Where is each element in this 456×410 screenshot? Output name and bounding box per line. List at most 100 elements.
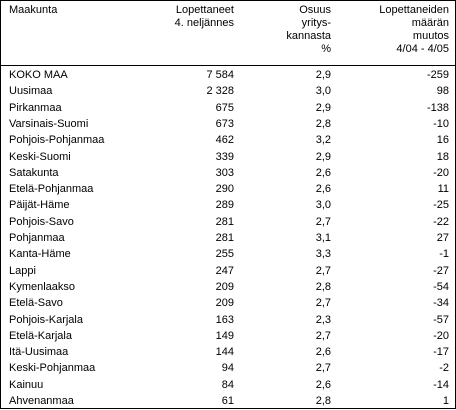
table-row: Kanta-Häme 255 3,3 -1 <box>1 246 455 263</box>
table-cell: -57 <box>433 313 449 326</box>
table-cell: 2,7 <box>315 297 331 310</box>
header-line: Lopettaneiden <box>379 4 449 16</box>
table-cell: 209 <box>215 297 234 310</box>
table-cell: 2,7 <box>315 329 331 342</box>
table-row: Etelä-Pohjanmaa 290 2,6 11 <box>1 181 455 198</box>
table-cell: KOKO MAA <box>9 69 68 81</box>
table-cell: 675 <box>215 101 234 114</box>
header-line: Osuus <box>299 4 331 16</box>
table-cell: Varsinais-Suomi <box>9 117 89 130</box>
header-line: määrän <box>411 17 449 29</box>
table-cell: -1 <box>439 248 449 261</box>
table-cell: -27 <box>433 264 449 277</box>
table-cell: -10 <box>433 117 449 130</box>
table-cell: 2,8 <box>315 117 331 130</box>
table-row: Keski-Pohjanmaa 94 2,7 -2 <box>1 360 455 377</box>
table-cell: 98 <box>436 85 449 98</box>
table-cell: 163 <box>215 313 234 326</box>
table-cell: -34 <box>433 297 449 310</box>
table-cell: Ahvenanmaa <box>9 395 74 407</box>
table-cell: 18 <box>436 150 449 163</box>
table-cell: Kymenlaakso <box>9 280 76 293</box>
table-row: KOKO MAA 7 584 2,9 -259 <box>1 67 455 84</box>
table-cell: 61 <box>221 395 234 407</box>
table-cell: Uusimaa <box>9 85 53 98</box>
table-cell: Etelä-Savo <box>9 297 63 310</box>
table-cell: Etelä-Pohjanmaa <box>9 183 94 196</box>
table-cell: 2,6 <box>315 183 331 196</box>
table-cell: Pohjois-Karjala <box>9 313 83 326</box>
table-cell: -20 <box>433 166 449 179</box>
header-cell: Osuus yritys-kannasta% <box>286 4 331 56</box>
header-line: % <box>321 43 331 55</box>
table-cell: 3,3 <box>315 248 331 261</box>
table-cell: 2,7 <box>315 362 331 375</box>
header-cell: Lopettaneet 4. neljännes <box>175 4 234 30</box>
table-cell: 3,2 <box>315 134 331 147</box>
header-cell: Lopettaneiden määrän muutos 4/04 - 4/05 <box>379 4 449 56</box>
table-cell: 673 <box>215 117 234 130</box>
table-cell: Päijät-Häme <box>9 199 70 212</box>
table-cell: 3,1 <box>315 232 331 244</box>
table-row: Pohjois-Savo 281 2,7 -22 <box>1 214 455 231</box>
table-row: Keski-Suomi 339 2,9 18 <box>1 149 455 166</box>
header-line: muutos <box>412 30 449 42</box>
table-row: Lappi 247 2,7 -27 <box>1 263 455 280</box>
table-cell: 27 <box>436 232 449 244</box>
table-cell: -138 <box>426 101 449 114</box>
table-cell: -14 <box>433 378 449 391</box>
table-row: Etelä-Savo 209 2,7 -34 <box>1 295 455 312</box>
table-row: Etelä-Karjala 149 2,7 -20 <box>1 328 455 345</box>
header-line: kannasta <box>286 30 331 42</box>
table-cell: 2,9 <box>315 69 331 81</box>
table-row: Itä-Uusimaa 144 2,6 -17 <box>1 344 455 361</box>
table-cell: 2,3 <box>315 313 331 326</box>
table-cell: -2 <box>439 362 449 375</box>
table-cell: 247 <box>215 264 234 277</box>
table-cell: 2,8 <box>315 280 331 293</box>
table-cell: 149 <box>215 329 234 342</box>
table-cell: Pohjois-Pohjanmaa <box>9 134 105 147</box>
table-cell: 255 <box>215 248 234 261</box>
table-cell: 16 <box>436 134 449 147</box>
table-row: Ahvenanmaa 61 2,8 1 <box>1 393 455 410</box>
table-cell: 144 <box>215 346 234 359</box>
table-row: Päijät-Häme 289 3,0 -25 <box>1 197 455 214</box>
table-row: Uusimaa 2 328 3,0 98 <box>1 83 455 100</box>
table-cell: 2,6 <box>315 166 331 179</box>
table-cell: Keski-Pohjanmaa <box>9 362 96 375</box>
table-cell: 2,7 <box>315 264 331 277</box>
table-cell: 2,6 <box>315 378 331 391</box>
table-cell: Satakunta <box>9 166 59 179</box>
table-row: Varsinais-Suomi 673 2,8 -10 <box>1 116 455 133</box>
table-cell: 281 <box>215 215 234 228</box>
header-line: 4/04 - 4/05 <box>396 43 449 55</box>
table-row: Pohjanmaa 281 3,1 27 <box>1 230 455 247</box>
table-cell: 289 <box>215 199 234 212</box>
table-row: Pohjois-Karjala 163 2,3 -57 <box>1 312 455 329</box>
table-cell: 2 328 <box>206 85 234 98</box>
table-cell: -22 <box>433 215 449 228</box>
table-cell: 209 <box>215 280 234 293</box>
table-cell: -20 <box>433 329 449 342</box>
header-line: yritys- <box>301 17 331 29</box>
table-cell: 11 <box>437 183 449 196</box>
table-cell: 2,8 <box>315 395 331 407</box>
table-cell: 94 <box>221 362 234 375</box>
table-cell: 290 <box>215 183 234 196</box>
table-cell: Etelä-Karjala <box>9 329 72 342</box>
header-cell: Maakunta <box>9 4 57 17</box>
table-cell: Pohjois-Savo <box>9 215 74 228</box>
table-cell: Keski-Suomi <box>9 150 71 163</box>
table-cell: 3,0 <box>315 85 331 98</box>
table-cell: 84 <box>221 378 234 391</box>
table-cell: -25 <box>433 199 449 212</box>
table-cell: -17 <box>433 346 449 359</box>
table-cell: 2,9 <box>315 101 331 114</box>
table-cell: Itä-Uusimaa <box>9 346 69 359</box>
table-row: Kainuu 84 2,6 -14 <box>1 377 455 394</box>
table-cell: 7 584 <box>206 69 234 81</box>
table-cell: 462 <box>215 134 234 147</box>
